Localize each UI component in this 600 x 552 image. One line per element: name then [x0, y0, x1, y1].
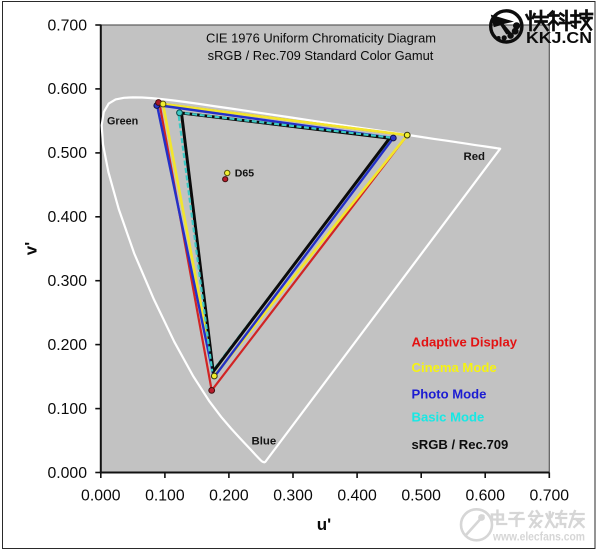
svg-text:0.600: 0.600	[47, 81, 87, 98]
svg-text:www.elecfans.com: www.elecfans.com	[492, 530, 585, 544]
svg-text:0.400: 0.400	[337, 487, 377, 504]
svg-text:Blue: Blue	[252, 436, 277, 448]
svg-text:Cinema Mode: Cinema Mode	[412, 360, 497, 375]
svg-text:KKJ.CN: KKJ.CN	[526, 30, 592, 47]
svg-text:0.000: 0.000	[81, 487, 121, 504]
svg-text:Adaptive Display: Adaptive Display	[412, 334, 518, 349]
svg-text:0.500: 0.500	[47, 145, 87, 162]
svg-text:sRGB / Rec.709 Standard Color: sRGB / Rec.709 Standard Color Gamut	[208, 48, 434, 63]
svg-text:0.500: 0.500	[401, 487, 441, 504]
svg-text:0.700: 0.700	[530, 487, 570, 504]
svg-text:0.400: 0.400	[47, 209, 87, 226]
svg-text:CIE 1976 Uniform Chromaticity: CIE 1976 Uniform Chromaticity Diagram	[206, 30, 436, 45]
svg-text:sRGB / Rec.709: sRGB / Rec.709	[412, 437, 509, 452]
svg-text:u': u'	[317, 515, 331, 534]
svg-text:0.300: 0.300	[47, 273, 87, 290]
svg-text:Green: Green	[107, 116, 138, 128]
svg-text:Photo Mode: Photo Mode	[412, 386, 487, 401]
svg-text:v': v'	[21, 242, 40, 256]
svg-text:0.000: 0.000	[47, 465, 87, 482]
svg-text:Basic Mode: Basic Mode	[412, 409, 485, 424]
svg-text:Red: Red	[464, 151, 486, 163]
svg-text:0.300: 0.300	[273, 487, 313, 504]
svg-text:D65: D65	[235, 167, 254, 179]
svg-text:0.200: 0.200	[209, 487, 249, 504]
svg-text:0.200: 0.200	[47, 337, 87, 354]
svg-text:0.700: 0.700	[47, 17, 87, 34]
svg-text:0.600: 0.600	[465, 487, 505, 504]
svg-text:0.100: 0.100	[47, 401, 87, 418]
svg-text:0.100: 0.100	[145, 487, 185, 504]
